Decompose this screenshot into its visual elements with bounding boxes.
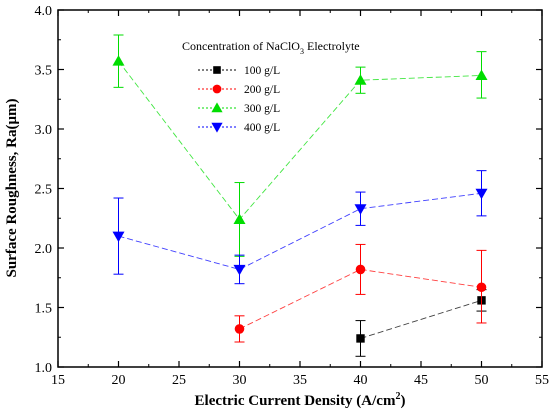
legend-marker: [213, 66, 221, 74]
y-axis-title: Surface Roughness, Ra(μm): [4, 99, 20, 278]
legend-label: 300 g/L: [244, 103, 280, 115]
x-axis-title-main: Electric Current Density (A/cm: [195, 393, 396, 409]
y-tick-label: 1.0: [35, 361, 53, 376]
legend: Concentration of NaClO3 Electrolyte 100 …: [182, 39, 360, 134]
legend-title-pre: Concentration of NaClO: [182, 39, 300, 53]
data-point: [112, 231, 125, 243]
legend-marker: [211, 122, 223, 133]
x-tick-label: 25: [172, 373, 186, 388]
y-tick-label: 3.5: [35, 64, 53, 79]
series-400-g-l: [112, 170, 488, 285]
legend-label: 200 g/L: [244, 84, 280, 96]
x-tick-label: 55: [535, 373, 549, 388]
plot-area: [58, 10, 542, 367]
x-tick-label: 40: [354, 373, 368, 388]
data-point: [233, 264, 246, 276]
data-point: [356, 334, 365, 343]
data-point: [476, 282, 487, 293]
data-point: [112, 55, 125, 66]
legend-items: 100 g/L 200 g/L 300 g/L 400 g/L: [198, 65, 280, 134]
legend-label: 400 g/L: [244, 122, 280, 134]
x-tick-label: 35: [293, 373, 307, 388]
legend-label: 100 g/L: [244, 65, 280, 77]
series-line: [118, 60, 482, 221]
y-tick-label: 1.5: [35, 302, 53, 317]
series-200-g-l: [234, 243, 487, 343]
data-point: [234, 324, 245, 334]
x-axis-title-sup: 2: [395, 391, 400, 402]
data-point: [354, 74, 367, 85]
legend-marker: [212, 84, 222, 94]
legend-item: 400 g/L: [198, 122, 280, 134]
data-point: [475, 69, 488, 80]
x-axis-title: Electric Current Density (A/cm2): [195, 391, 406, 409]
data-point: [355, 264, 366, 275]
data-point: [233, 213, 246, 224]
x-axis-title-end: ): [400, 393, 405, 409]
data-point: [354, 204, 367, 215]
y-tick-label: 4.0: [35, 4, 53, 19]
legend-item: 100 g/L: [198, 65, 280, 77]
series-line: [360, 299, 482, 339]
y-tick-label: 3.0: [35, 123, 53, 138]
x-tick-label: 20: [112, 373, 126, 388]
y-tick-label: 2.5: [35, 183, 53, 198]
series-300-g-l: [112, 34, 488, 257]
legend-title-post: Electrolyte: [304, 39, 360, 53]
x-tick-label: 45: [414, 373, 428, 388]
y-axis: 1.0 1.5 2.0 2.5 3.0 3.5 4.0: [35, 4, 542, 376]
x-tick-label: 30: [233, 373, 247, 388]
series-line: [118, 192, 482, 270]
series-line: [239, 268, 482, 330]
legend-title-sub: 3: [300, 47, 304, 56]
x-axis: 15 20 25 30 35 40 45 50 55: [51, 10, 549, 388]
data-point: [475, 188, 488, 200]
x-tick-label: 50: [475, 373, 489, 388]
legend-marker: [211, 102, 223, 113]
legend-item: 200 g/L: [198, 84, 280, 96]
legend-title: Concentration of NaClO3 Electrolyte: [182, 39, 360, 56]
y-tick-label: 2.0: [35, 242, 53, 257]
x-tick-label: 15: [51, 373, 65, 388]
legend-item: 300 g/L: [198, 102, 280, 115]
data-layer: [112, 34, 488, 357]
